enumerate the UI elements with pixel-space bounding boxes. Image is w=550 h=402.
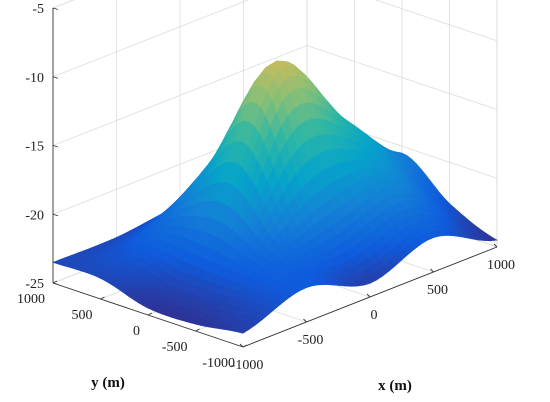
y-tick-label: -500 <box>162 340 188 355</box>
x-tick-label: -1000 <box>231 358 264 373</box>
x-tick-label: 1000 <box>487 258 515 273</box>
x-tick-label: -500 <box>298 333 324 348</box>
z-tick-mark <box>52 213 59 217</box>
z-tick-label: -10 <box>25 71 44 86</box>
z-tick-mark <box>52 282 59 285</box>
x-tick-mark <box>303 318 307 323</box>
x-tick-mark <box>239 343 244 348</box>
z-tick-label: -15 <box>25 140 44 155</box>
x-tick-label: 0 <box>371 308 378 323</box>
surface-patch <box>237 327 251 334</box>
x-tick-label: 500 <box>427 283 448 298</box>
x-axis-title: x (m) <box>378 378 412 394</box>
surface-mesh <box>52 60 498 334</box>
y-tick-label: 0 <box>133 324 140 339</box>
z-grid-line <box>52 0 498 78</box>
x-tick-mark <box>366 293 371 298</box>
y-axis-title: y (m) <box>91 375 125 391</box>
z-tick-mark <box>52 76 59 79</box>
z-grid-line <box>52 0 75 9</box>
y-tick-mark <box>195 328 200 332</box>
z-tick-label: -20 <box>25 208 44 223</box>
y-tick-label: 500 <box>72 308 93 323</box>
x-tick-mark <box>430 268 434 273</box>
y-tick-mark <box>52 280 58 284</box>
y-tick-mark <box>242 344 248 348</box>
z-axis-ticks: -25 -20 -15 -10 -5 <box>25 2 59 292</box>
y-tick-mark <box>147 312 153 316</box>
y-tick-label: 1000 <box>17 292 45 307</box>
x-axis-ticks: -1000 -500 0 500 1000 <box>231 243 515 373</box>
z-tick-mark <box>52 145 59 148</box>
y-axis-ticks: -1000 -500 0 500 1000 <box>17 280 248 371</box>
y-tick-mark <box>100 296 105 300</box>
z-tick-mark <box>52 7 59 10</box>
y-tick-label: -1000 <box>202 356 235 371</box>
z-tick-label: -25 <box>25 277 44 292</box>
x-tick-mark <box>493 243 498 248</box>
z-tick-label: -5 <box>32 2 44 17</box>
